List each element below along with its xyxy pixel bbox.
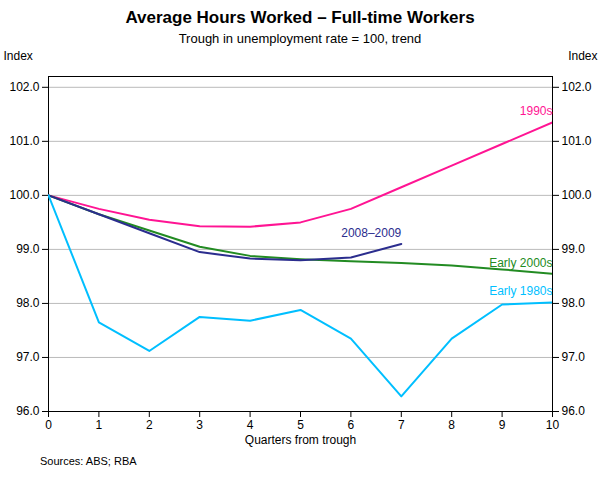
html-text:Sources: ABS; RBA: Sources: ABS; RBA <box>40 455 137 467</box>
svg-text:0: 0 <box>45 418 52 432</box>
svg-text:10: 10 <box>546 418 560 432</box>
svg-text:8: 8 <box>448 418 455 432</box>
svg-text:2008–2009: 2008–2009 <box>341 226 401 240</box>
svg-text:Early 2000s: Early 2000s <box>489 256 552 270</box>
svg-text:Index: Index <box>4 49 33 63</box>
svg-text:99.0: 99.0 <box>562 242 586 256</box>
html-text:Average Hours Worked – Full-ti: Average Hours Worked – Full-time Workers <box>125 8 475 27</box>
svg-text:100.0: 100.0 <box>562 188 592 202</box>
svg-text:98.0: 98.0 <box>16 296 40 310</box>
svg-text:Index: Index <box>568 49 597 63</box>
svg-text:6: 6 <box>348 418 355 432</box>
svg-text:98.0: 98.0 <box>562 296 586 310</box>
svg-text:4: 4 <box>247 418 254 432</box>
svg-text:97.0: 97.0 <box>16 350 40 364</box>
svg-text:97.0: 97.0 <box>562 350 586 364</box>
svg-text:96.0: 96.0 <box>16 404 40 418</box>
svg-text:101.0: 101.0 <box>562 134 592 148</box>
svg-text:Early 1980s: Early 1980s <box>489 284 552 298</box>
svg-text:Quarters from trough: Quarters from trough <box>245 433 356 447</box>
svg-text:99.0: 99.0 <box>16 242 40 256</box>
svg-text:101.0: 101.0 <box>9 134 39 148</box>
svg-text:102.0: 102.0 <box>9 80 39 94</box>
svg-text:100.0: 100.0 <box>9 188 39 202</box>
svg-text:9: 9 <box>499 418 506 432</box>
svg-text:1990s: 1990s <box>520 104 553 118</box>
html-text:Trough in unemployment rate =: Trough in unemployment rate = 100, trend <box>178 31 422 46</box>
svg-text:2: 2 <box>146 418 153 432</box>
svg-text:1: 1 <box>96 418 103 432</box>
svg-text:5: 5 <box>297 418 304 432</box>
svg-text:7: 7 <box>398 418 405 432</box>
svg-text:102.0: 102.0 <box>562 80 592 94</box>
svg-text:3: 3 <box>196 418 203 432</box>
svg-text:96.0: 96.0 <box>562 404 586 418</box>
